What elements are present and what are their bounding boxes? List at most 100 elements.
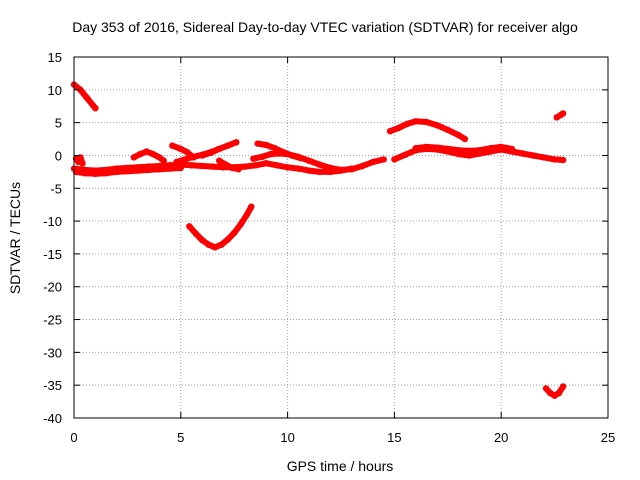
data-point: [476, 147, 483, 154]
x-axis-label: GPS time / hours: [287, 458, 394, 474]
x-tick-label: 0: [70, 430, 77, 445]
data-point: [433, 144, 441, 151]
data-point: [337, 167, 345, 174]
y-tick-label: 5: [55, 116, 62, 131]
data-point: [248, 203, 255, 210]
data-point: [288, 152, 296, 159]
data-point: [228, 164, 236, 172]
data-point: [498, 143, 505, 151]
data-point: [559, 383, 567, 390]
x-tick-label: 10: [280, 430, 294, 445]
data-point: [186, 223, 193, 230]
data-point: [423, 143, 430, 151]
data-point: [555, 389, 563, 397]
data-point: [254, 140, 261, 147]
data-point: [130, 154, 137, 161]
data-point: [173, 158, 180, 166]
axis-ticks: 0 5 10 15 20 25 15 10 5 0 -5 -10 -15 -20 -25 -30 -35 -40: [43, 50, 615, 445]
data-point: [401, 151, 409, 158]
data-point: [455, 131, 462, 139]
data-point: [181, 156, 189, 163]
series-arc-dip-mid: [216, 157, 242, 173]
data-point: [412, 118, 419, 125]
y-tick-label: -35: [43, 378, 62, 393]
x-tick-label: 15: [387, 430, 401, 445]
data-point: [297, 154, 304, 162]
data-point: [252, 162, 259, 169]
data-point: [92, 170, 99, 177]
data-point: [305, 157, 313, 164]
plot-frame: [73, 56, 609, 419]
series-arc-late-bump: [386, 118, 469, 143]
series-arc-early-high: [70, 81, 99, 112]
data-point: [327, 168, 334, 176]
data-point: [444, 145, 451, 153]
data-point: [444, 126, 451, 134]
data-point: [258, 153, 266, 160]
data-point: [508, 145, 516, 153]
series-arc-rise-d: [199, 139, 240, 159]
y-tick-label: -40: [43, 411, 62, 426]
chart-title: Day 353 of 2016, Sidereal Day-to-day VTE…: [72, 19, 578, 35]
data-point: [177, 145, 184, 153]
x-tick-label: 5: [177, 430, 184, 445]
y-tick-label: 15: [48, 50, 62, 65]
data-point: [156, 166, 163, 173]
data-point: [391, 156, 398, 163]
y-tick-label: -5: [50, 181, 62, 196]
data-point: [235, 166, 242, 173]
data-point: [188, 162, 195, 169]
data-point: [199, 236, 206, 244]
data-point: [192, 230, 199, 237]
data-series: [70, 81, 567, 399]
data-point: [143, 148, 150, 155]
data-point: [83, 94, 91, 101]
data-point: [79, 160, 86, 167]
series-arc-rise-a: [130, 148, 167, 164]
data-point: [487, 145, 494, 152]
data-point: [222, 161, 229, 168]
data-point: [169, 142, 176, 149]
data-point: [81, 170, 88, 177]
data-point: [395, 124, 402, 132]
series-arc-mid-hump: [254, 140, 304, 162]
data-point: [466, 147, 473, 155]
series-arc-mid-lower: [263, 160, 355, 176]
data-point: [316, 168, 323, 176]
data-point: [124, 168, 131, 175]
data-point: [273, 162, 281, 169]
data-point: [271, 145, 278, 152]
data-point: [241, 163, 249, 170]
data-point: [423, 118, 430, 126]
data-point: [77, 86, 84, 94]
data-point: [190, 153, 197, 160]
data-point: [160, 157, 167, 164]
data-point: [207, 149, 214, 156]
data-point: [386, 128, 394, 135]
series-arc-end-low: [542, 383, 567, 399]
data-point: [250, 155, 257, 162]
y-tick-label: -10: [43, 214, 62, 229]
data-point: [540, 154, 548, 161]
data-point: [542, 385, 550, 392]
data-point: [359, 162, 366, 170]
data-point: [551, 156, 558, 163]
series-trace: [412, 143, 515, 154]
y-tick-label: -20: [43, 280, 62, 295]
data-point: [218, 241, 225, 248]
data-point: [559, 110, 567, 117]
data-point: [113, 168, 120, 176]
data-point: [237, 221, 244, 228]
data-point: [166, 165, 174, 172]
data-point: [348, 165, 355, 172]
data-point: [149, 150, 157, 158]
data-point: [184, 149, 191, 156]
data-point: [305, 167, 313, 174]
data-point: [199, 162, 206, 170]
data-point: [295, 165, 302, 172]
data-point: [369, 158, 377, 166]
y-tick-label: 10: [48, 83, 62, 98]
data-point: [102, 170, 110, 177]
